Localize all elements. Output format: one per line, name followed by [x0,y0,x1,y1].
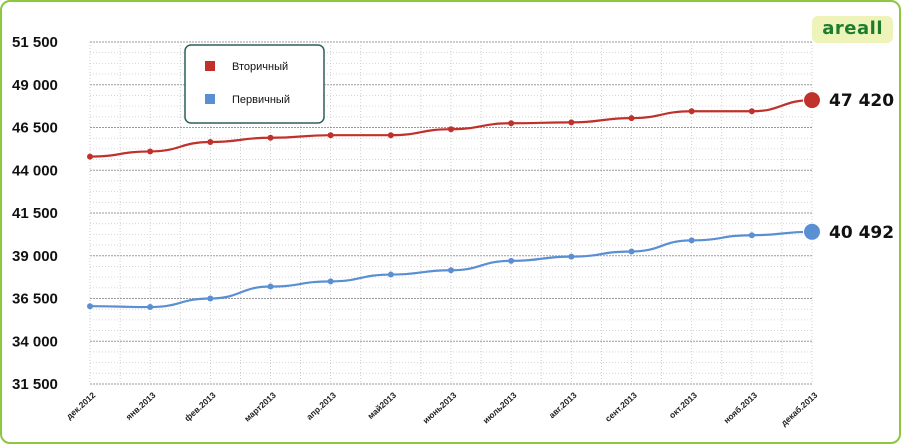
end-value-label: 40 492 [829,223,894,243]
data-point [448,126,454,133]
data-point [568,253,575,260]
data-point [628,248,635,255]
x-tick-label: декаб.2013 [779,390,820,428]
x-tick-label: май2013 [365,390,398,421]
data-point [147,304,154,311]
y-axis-ticks: 51 500 49 000 46 500 44 000 41 500 39 000 36 5… [12,34,58,393]
data-point [628,115,635,122]
data-point [267,283,274,290]
legend-swatch [205,61,215,71]
data-point [748,232,755,239]
data-point [327,132,334,139]
data-point [327,278,334,285]
x-tick-label: март2013 [242,390,278,424]
data-point [508,257,515,264]
y-tick-label: 41 500 [12,205,58,222]
data-point [207,295,214,302]
data-point [147,148,154,155]
x-tick-label: июль2013 [481,390,519,426]
x-tick-label: фев.2013 [182,390,218,423]
grid [89,41,813,385]
y-tick-label: 36 500 [12,291,58,308]
legend-swatch [205,94,215,104]
x-tick-label: июнь2013 [421,390,459,426]
series-layer [87,91,821,311]
x-axis-ticks: дек.2012 янв.2013 фев.2013 март2013 апр.2013… [64,390,819,428]
y-tick-label: 46 500 [12,120,58,137]
y-tick-label: 44 000 [12,162,58,179]
legend-label: Вторичный [232,61,288,73]
data-point [568,119,575,126]
series-end-marker [803,91,821,110]
y-tick-label: 51 500 [12,34,58,51]
end-value-label: 47 420 [829,91,894,111]
data-point [688,108,695,115]
data-point [748,108,755,115]
x-tick-label: янв.2013 [124,390,158,422]
data-point [267,134,274,141]
series-end-marker [803,222,821,241]
data-point [688,237,695,244]
x-tick-label: нояб.2013 [721,390,759,426]
y-tick-label: 49 000 [12,77,58,94]
legend-label: Первичный [232,94,290,106]
areall-logo: areall [812,16,893,43]
data-point [508,120,515,127]
legend-box [184,44,325,124]
x-tick-label: сент.2013 [603,390,639,424]
data-point [87,303,93,310]
y-tick-label: 34 000 [12,333,58,350]
data-point [87,153,93,160]
legend: Вторичный Первичный [184,44,325,124]
data-point [387,271,394,278]
x-tick-label: дек.2012 [64,390,97,421]
y-tick-label: 31 500 [12,376,58,393]
y-tick-label: 39 000 [12,248,58,265]
data-point [387,132,394,139]
x-tick-label: авг.2013 [547,390,579,420]
x-tick-label: окт.2013 [667,390,699,420]
data-point [448,267,454,274]
x-tick-label: апр.2013 [304,390,338,422]
data-point [207,139,214,146]
end-labels: 47 420 40 492 [829,91,894,243]
